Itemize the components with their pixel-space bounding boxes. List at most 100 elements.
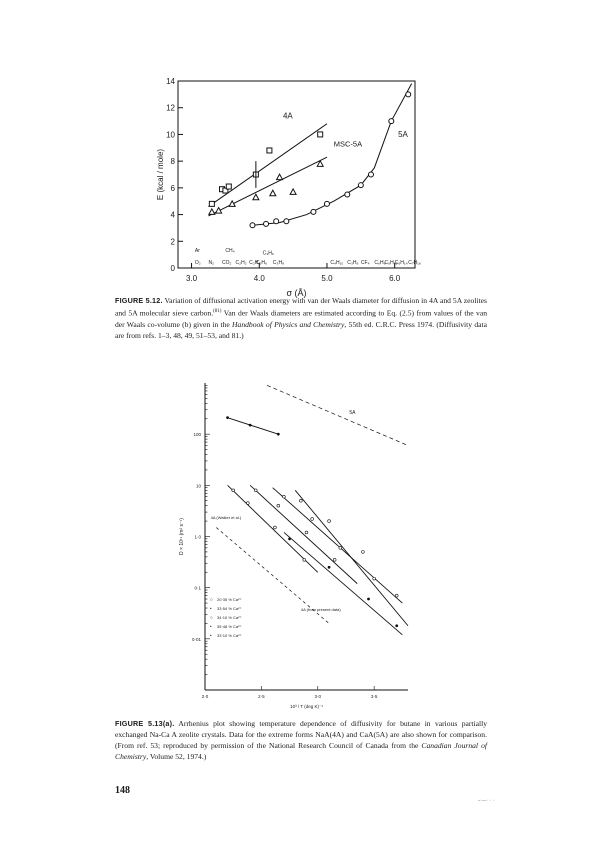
legend-symbol: • — [210, 633, 212, 638]
point-5A — [249, 222, 256, 229]
y-tick-label: 1·0 — [194, 535, 201, 540]
point-5A — [388, 118, 395, 125]
series-line — [283, 532, 403, 636]
molecule-label: C₃H₆ — [347, 260, 358, 266]
x-axis-label: 10³ / T (deg K)⁻¹ — [290, 704, 323, 709]
legend-entry: 33·10 % Ca²⁺ — [217, 633, 242, 638]
dashed-line-5A — [266, 385, 409, 446]
point-4A — [225, 183, 232, 190]
page-number: 148 — [115, 785, 130, 796]
figure-5-13a-caption: FIGURE 5.13(a). Arrhenius plot showing t… — [115, 718, 487, 762]
molecule-label: C₃H₆ — [263, 251, 274, 257]
data-point — [310, 517, 314, 521]
point-MSC-5A — [316, 159, 325, 167]
molecule-label: C₂H₄ — [249, 260, 260, 266]
caption-italic: Canadian Journal of Chemistry — [115, 741, 487, 761]
point-MSC-5A — [268, 189, 277, 197]
y-axis-label: E (kcal / mole) — [156, 149, 165, 200]
x-tick-label: 3·0 — [315, 694, 322, 699]
point-5A — [323, 200, 330, 207]
molecule-label: C₅H₁₂ — [385, 260, 398, 266]
point-5A — [344, 191, 351, 198]
line-MSC-5A — [208, 156, 328, 217]
y-axis-label: D × 10¹¹ (m² s⁻¹) — [179, 518, 185, 555]
y-tick-label: 0·01 — [192, 637, 202, 642]
series-line — [227, 417, 279, 435]
molecule-label: N₂ — [208, 260, 214, 266]
point-5A — [263, 220, 270, 227]
data-point — [327, 565, 331, 569]
series-line — [294, 490, 409, 627]
molecule-label: C₃H₈ — [273, 260, 284, 266]
y-tick-label: 4 — [171, 211, 176, 220]
y-tick-label: 14 — [166, 77, 175, 86]
data-point — [254, 488, 258, 492]
point-MSC-5A — [289, 187, 297, 195]
x-tick-label: 5.0 — [321, 274, 333, 283]
caption-text: , 55th ed. C.R.C. Press 1974. (Diffusivi… — [115, 319, 487, 340]
series-line — [272, 487, 403, 604]
legend-entry: 35·48 % Ca²⁺ — [217, 624, 242, 629]
legend-entry: 33·54 % Ca²⁺ — [217, 606, 242, 611]
molecule-label: C₄H₁₀ — [330, 260, 343, 266]
legend-symbol: ○ — [210, 615, 213, 620]
data-point — [273, 525, 277, 530]
y-tick-label: 6 — [171, 184, 176, 193]
scan-mark: -·--· · · — [478, 798, 495, 804]
figure-5-12-caption: FIGURE 5.12. Variation of diffusional ac… — [115, 295, 487, 341]
data-point — [246, 501, 250, 505]
y-tick-label: 10 — [196, 483, 202, 488]
label-4A: 4A — [283, 111, 293, 120]
point-5A — [273, 218, 280, 225]
legend-symbol: • — [210, 624, 212, 629]
data-point — [282, 494, 286, 499]
x-tick-label: 6.0 — [389, 274, 401, 283]
label-5A: 5A — [398, 130, 408, 139]
data-point — [248, 423, 252, 427]
caption-text: Van der Waals diameters are estimated ac… — [115, 308, 487, 329]
point-5A — [283, 218, 290, 225]
plot-frame — [177, 80, 416, 269]
data-point — [288, 537, 291, 541]
caption-text: Variation of diffusional activation ener… — [115, 296, 487, 318]
point-5A — [310, 208, 317, 215]
point-4A — [266, 147, 273, 154]
molecule-label: C₇H₁₆ — [408, 260, 421, 266]
data-point — [367, 597, 370, 601]
molecule-label: CO₂ — [222, 260, 232, 266]
series-line — [249, 485, 358, 584]
molecule-label: C₆H₁₄ — [395, 260, 408, 266]
point-MSC-5A — [214, 206, 223, 214]
series-line — [227, 485, 319, 573]
point-5A — [367, 171, 374, 178]
label-4A-walker: 4A (Walker et al.) — [211, 515, 242, 520]
caption-italic: Handbook of Physics and Chemistry — [232, 319, 345, 329]
point-4A — [222, 187, 229, 194]
molecule-label: C₂H₂ — [236, 260, 247, 266]
molecule-label: CH₄ — [225, 248, 234, 254]
point-5A — [405, 91, 412, 98]
data-point — [299, 499, 303, 503]
caption-text: Arrhenius plot showing temperature depen… — [115, 719, 488, 750]
dashed-line-4A-walker — [216, 527, 330, 624]
line-4A — [208, 123, 328, 207]
legend-symbol: ○ — [210, 597, 213, 602]
point-4A — [208, 200, 215, 207]
data-point — [395, 593, 399, 598]
data-point — [395, 624, 399, 628]
data-point — [276, 432, 280, 436]
x-tick-label: 4.0 — [254, 274, 266, 283]
y-tick-label: 2 — [171, 237, 176, 246]
point-4A — [317, 131, 324, 138]
molecule-label: CF₄ — [361, 260, 370, 266]
x-tick-label: 3.0 — [186, 274, 198, 283]
data-point — [327, 519, 331, 523]
molecule-label: Ar — [195, 248, 200, 254]
x-tick-label: 2·5 — [258, 694, 265, 699]
label-MSC-5A: MSC-5A — [334, 139, 362, 148]
legend-entry: 34·10 % Ca²⁺ — [217, 615, 242, 620]
curve-5A — [252, 83, 413, 226]
molecule-label: C₆H₆ — [374, 260, 385, 266]
y-tick-label: 8 — [171, 157, 176, 166]
